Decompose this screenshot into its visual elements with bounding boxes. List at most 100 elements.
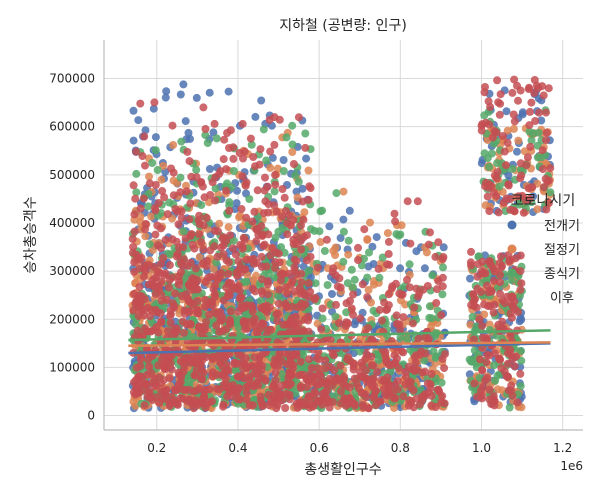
point-s3-175: [171, 289, 180, 298]
point-s2-737: [262, 156, 271, 165]
point-s3-723: [208, 178, 217, 187]
point-s3-1223: [364, 404, 373, 413]
point-s3-1245: [185, 157, 194, 166]
point-s2-760: [394, 231, 403, 240]
point-s2-235: [132, 169, 141, 178]
point-s3-220: [392, 311, 401, 320]
point-s2-537: [493, 159, 502, 168]
point-s3-148: [145, 362, 154, 371]
point-s0-500: [251, 112, 260, 121]
point-s3-885: [213, 352, 222, 361]
point-s3-190: [219, 155, 228, 164]
point-s3-188: [335, 319, 343, 328]
point-s3-1304: [233, 271, 242, 280]
point-s3-17: [253, 186, 262, 195]
point-s3-460: [167, 365, 176, 374]
point-s3-1175: [256, 361, 264, 370]
point-s0-421: [162, 87, 171, 96]
point-s3-998: [530, 76, 539, 84]
point-s3-430: [135, 283, 144, 291]
point-s3-1053: [192, 366, 201, 375]
point-s3-256: [185, 215, 194, 224]
point-s3-825: [136, 99, 145, 108]
point-s3-1032: [212, 321, 221, 330]
point-s3-1330: [478, 383, 487, 392]
point-s3-1303: [332, 300, 340, 309]
point-s3-186: [427, 369, 436, 378]
point-s3-475: [483, 373, 492, 382]
point-s3-1130: [147, 327, 155, 336]
point-s3-876: [478, 366, 487, 375]
point-s3-1315: [477, 126, 486, 135]
point-s3-879: [539, 91, 548, 100]
point-s3-973: [197, 374, 206, 383]
point-s3-617: [242, 388, 251, 397]
y-axis-label: 승차총승객수: [23, 196, 39, 273]
point-s3-962: [186, 258, 195, 267]
point-s2-590: [144, 202, 153, 211]
point-s3-993: [241, 303, 250, 312]
point-s3-1163: [255, 374, 263, 382]
point-s3-1194: [248, 217, 257, 226]
point-s3-113: [297, 245, 306, 254]
point-s3-1186: [139, 194, 148, 203]
point-s3-1261: [286, 353, 295, 362]
point-s3-1196: [201, 125, 210, 133]
point-s3-445: [130, 227, 139, 236]
point-s3-1282: [135, 291, 144, 300]
point-s3-779: [489, 308, 498, 317]
point-s3-727: [301, 143, 310, 152]
point-s3-623: [516, 369, 525, 378]
point-s3-1263: [418, 396, 427, 404]
point-s3-237: [517, 279, 526, 288]
point-s3-463: [471, 295, 479, 304]
point-s3-356: [238, 172, 247, 181]
point-s2-675: [431, 353, 440, 362]
point-s0-542: [176, 90, 185, 99]
point-s3-760: [467, 261, 475, 270]
point-s3-1388: [195, 359, 204, 368]
point-s3-708: [224, 289, 233, 298]
point-s3-778: [272, 310, 281, 319]
point-s2-49: [516, 382, 525, 391]
point-s1-875: [236, 211, 245, 220]
point-s3-1036: [292, 257, 301, 265]
point-s3-1241: [135, 301, 144, 310]
point-s1-7: [288, 148, 297, 156]
point-s3-155: [222, 186, 231, 195]
point-s3-1355: [502, 194, 511, 203]
point-s3-896: [484, 288, 493, 297]
point-s3-664: [494, 320, 503, 329]
x-tick-label-0: 0.2: [147, 441, 166, 455]
point-s3-92: [201, 278, 210, 286]
point-s3-931: [132, 147, 141, 156]
point-s3-776: [222, 360, 231, 369]
y-tick-label-5: 500000: [49, 168, 95, 182]
point-s3-1397: [349, 290, 358, 299]
point-s3-1006: [517, 171, 526, 180]
y-tick-label-3: 300000: [49, 264, 95, 278]
point-s3-1332: [315, 369, 324, 378]
point-s3-1164: [485, 180, 494, 189]
point-s3-73: [531, 117, 540, 125]
point-s3-1249: [184, 385, 193, 394]
point-s0-383: [149, 104, 158, 113]
point-s0-894: [481, 251, 489, 260]
point-s3-968: [489, 188, 498, 197]
point-s3-1255: [347, 304, 356, 313]
y-ticks: 0 100000 200000 300000 400000 500000 600000 700…: [49, 72, 95, 423]
point-s3-716: [294, 113, 303, 122]
point-s3-1193: [165, 276, 174, 285]
regression-line-1: [128, 341, 551, 347]
point-s3-748: [199, 245, 208, 254]
point-s3-894: [211, 196, 219, 205]
point-s3-802: [263, 277, 272, 286]
point-s3-680: [527, 98, 536, 107]
series-3: [128, 75, 555, 413]
point-s3-897: [278, 185, 287, 193]
point-s1-220: [466, 320, 475, 329]
point-s3-1050: [228, 392, 237, 401]
point-s1-38: [344, 250, 353, 259]
point-s3-1336: [170, 396, 179, 405]
point-s3-1396: [160, 364, 169, 373]
